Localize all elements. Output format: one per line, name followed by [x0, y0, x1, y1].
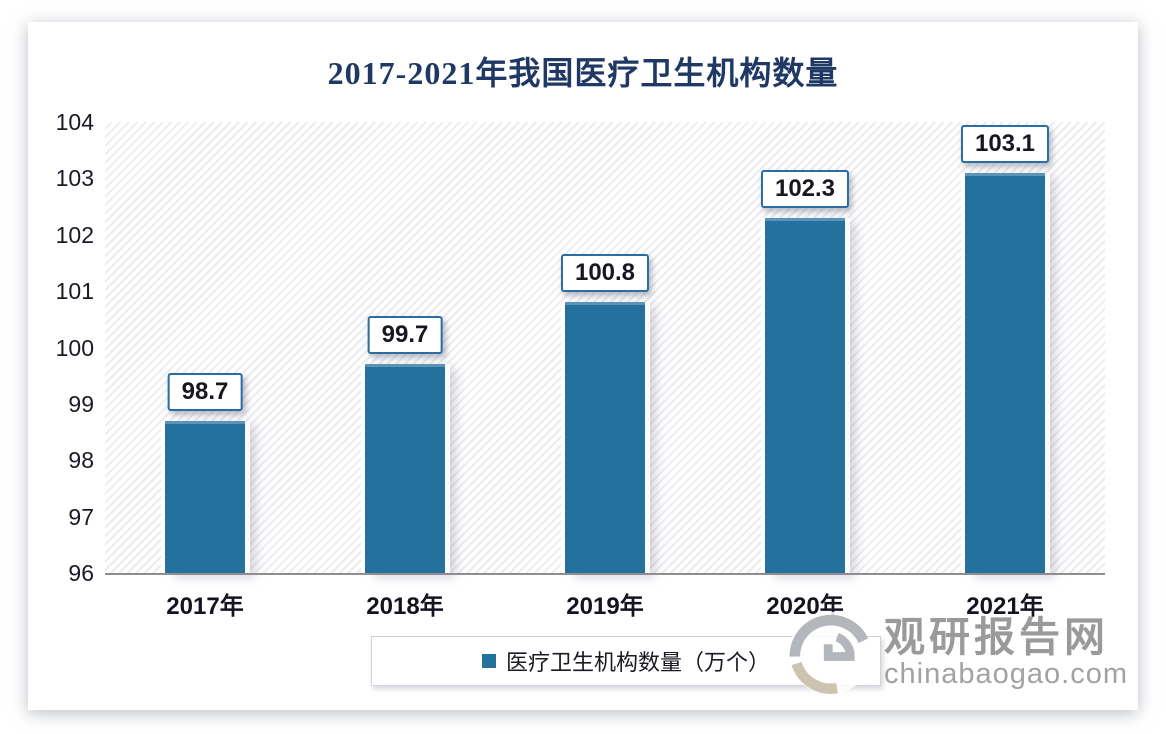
bar-top-highlight	[365, 364, 445, 368]
x-axis-label: 2019年	[566, 593, 644, 620]
bar-value-label: 99.7	[367, 316, 443, 355]
x-axis-label: 2018年	[366, 593, 444, 620]
x-axis-label: 2017年	[166, 593, 244, 620]
legend-marker-icon	[481, 654, 496, 668]
y-axis-label: 101	[55, 278, 94, 305]
swirl-logo-icon	[788, 611, 872, 695]
watermark: 观研报告网 chinabaogao.com	[786, 608, 1128, 698]
bar-top-highlight	[165, 420, 245, 424]
y-axis-label: 102	[55, 221, 94, 248]
bar	[765, 217, 845, 573]
x-axis: 2017年 2018年 2019年 2020年 2021年	[105, 586, 1105, 620]
watermark-domain: chinabaogao.com	[884, 658, 1128, 691]
y-axis-label: 100	[55, 334, 94, 361]
chart-title: 2017-2021年我国医疗卫生机构数量	[327, 55, 839, 91]
y-axis-label: 96	[68, 560, 94, 586]
bar-value-label: 100.8	[560, 254, 650, 293]
chart-panel: 2017-2021年我国医疗卫生机构数量 96 97 98 99 100 101 102 10…	[28, 22, 1138, 710]
y-axis-label: 97	[68, 503, 94, 530]
bar-value-label: 103.1	[960, 124, 1050, 163]
legend-label: 医疗卫生机构数量（万个）	[505, 650, 770, 675]
watermark-name: 观研报告网	[884, 614, 1110, 661]
bar	[165, 420, 245, 573]
bar-top-highlight	[765, 217, 845, 221]
bar-value-label: 102.3	[760, 169, 850, 208]
bar	[565, 302, 645, 573]
bar-value-label: 98.7	[167, 372, 243, 411]
bar-top-highlight	[565, 302, 645, 306]
y-axis-label: 104	[55, 109, 94, 135]
bar	[365, 364, 445, 573]
plot-area: 98.7 99.7 100.8 102.3 103.1	[105, 122, 1105, 575]
y-axis-label: 99	[68, 390, 94, 417]
y-axis-label: 103	[55, 165, 94, 192]
bar-top-highlight	[965, 172, 1045, 176]
y-axis-label: 98	[68, 447, 94, 474]
bar	[965, 172, 1045, 573]
y-axis: 96 97 98 99 100 101 102 103 104	[28, 110, 94, 585]
x-axis-label: 2021年	[966, 593, 1044, 620]
